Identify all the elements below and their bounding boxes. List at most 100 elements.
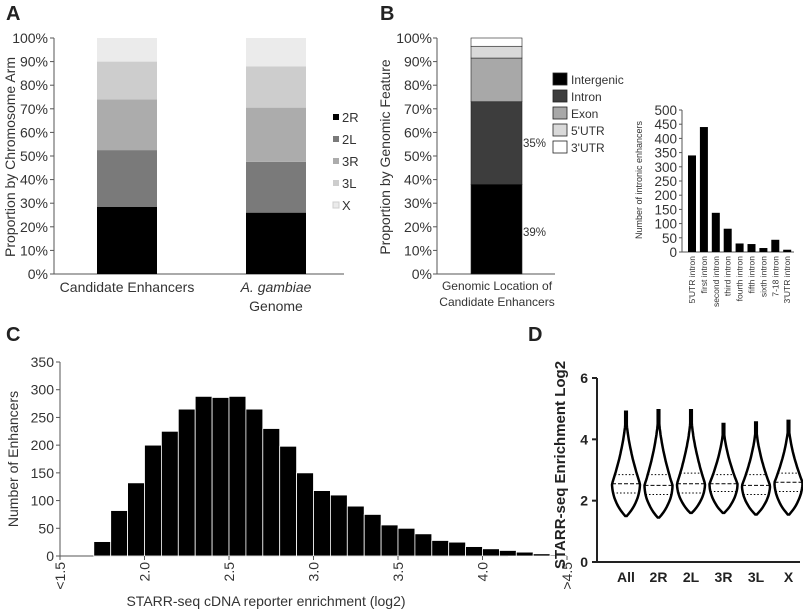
- inset-x-tick-label: 3'UTR intron: [782, 256, 792, 304]
- a-y-tick-label: 40%: [20, 172, 48, 188]
- c-y-tick-label: 300: [31, 382, 55, 398]
- b-bar-segment-intergenic: [470, 184, 523, 275]
- d-y-tick-label: 4: [580, 431, 588, 447]
- d-violin-all: [610, 410, 642, 518]
- b-legend-swatch-3utr: [552, 140, 568, 154]
- c-x-tick-label: 2.5: [221, 562, 237, 582]
- panel-c-x-label: STARR-seq cDNA reporter enrichment (log2…: [126, 593, 405, 609]
- a-legend-swatch-3l: [333, 180, 339, 186]
- b-y-tick-label: 60%: [404, 124, 432, 140]
- panel-a-y-label: Proportion by Chromosome Arm: [2, 57, 18, 257]
- a-legend-label-3r: 3R: [342, 154, 359, 169]
- b-y-tick-label: 20%: [404, 219, 432, 235]
- b-y-tick-label: 100%: [396, 30, 432, 46]
- panel-d-violins: [610, 408, 803, 519]
- b-y-tick-label: 0%: [412, 266, 432, 282]
- c-histogram-bar: [465, 546, 483, 557]
- c-histogram-bar: [160, 430, 179, 557]
- b-legend-label-3utr: 3'UTR: [571, 141, 605, 155]
- c-histogram-bar: [262, 428, 281, 557]
- c-y-tick-label: 350: [31, 354, 55, 370]
- d-x-tick-label: 3R: [715, 569, 733, 585]
- panel-a-y-ticks: 0% 10% 20% 30% 40% 50% 60% 70% 80% 90% 100%: [12, 30, 54, 282]
- c-histogram-bar: [498, 550, 517, 557]
- panel-b-y-ticks: 0% 10% 20% 30% 40% 50% 60% 70% 80% 90% 100%: [396, 30, 437, 282]
- c-histogram-bar: [93, 541, 112, 557]
- panel-d-y-label: STARR-seq Enrichment Log2: [552, 361, 569, 569]
- d-violin-3r: [708, 422, 739, 515]
- c-histogram-bar: [313, 490, 331, 557]
- c-x-tick-label: 3.0: [306, 562, 322, 582]
- a-bar-segment-x: [246, 38, 306, 67]
- d-x-tick-label: 2R: [650, 569, 668, 585]
- a-legend-label-x: X: [342, 198, 351, 213]
- panel-b: B Proportion by Genomic Feature 0% 10% 20%…: [377, 3, 794, 309]
- panel-d-y-ticks: 0 2 4 6: [580, 370, 597, 570]
- a-y-tick-label: 30%: [20, 195, 48, 211]
- c-y-tick-label: 100: [31, 493, 55, 509]
- panel-a-x-label-genome-species: A. gambiae: [240, 279, 312, 295]
- panel-c-x-ticks: <1.5 2.0 2.5 3.0 3.5 4.0 >4.5: [52, 556, 575, 590]
- a-bar-segment-2l: [97, 150, 157, 207]
- b-legend-label-5utr: 5'UTR: [571, 124, 605, 138]
- inset-y-tick-label: 100: [654, 217, 677, 232]
- panel-a: A Proportion by Chromosome Arm 0% 10% 20% 3…: [2, 3, 359, 314]
- panel-d: D STARR-seq Enrichment Log2 0 2 4 6 All 2R 2L…: [528, 324, 803, 585]
- b-bar-segment-3utr: [470, 37, 523, 47]
- inset-x-tick-label: first intron: [699, 256, 709, 294]
- inset-y-tick-label: 0: [669, 245, 677, 260]
- c-histogram-bar: [515, 551, 534, 557]
- c-x-tick-label: 3.5: [390, 562, 406, 582]
- b-legend-label-intron: Intron: [571, 90, 602, 104]
- inset-x-tick-label: sixth intron: [758, 256, 768, 297]
- inset-bar: [735, 243, 744, 252]
- inset-y-tick-label: 300: [654, 160, 677, 175]
- inset-bar: [783, 249, 792, 252]
- panel-a-x-label-genome: Genome: [249, 298, 303, 314]
- b-legend-swatch-exon: [552, 106, 568, 120]
- a-y-tick-label: 80%: [20, 77, 48, 93]
- d-x-tick-label: 3L: [748, 569, 765, 585]
- b-bar-segment-exon: [470, 57, 523, 103]
- d-y-tick-label: 2: [580, 493, 588, 509]
- a-legend-label-2r: 2R: [342, 110, 359, 125]
- a-y-tick-label: 0%: [28, 266, 48, 282]
- c-histogram-bar: [549, 554, 568, 557]
- d-x-tick-label: All: [617, 569, 635, 585]
- inset-bars: [688, 127, 792, 252]
- panel-a-x-label-candidate: Candidate Enhancers: [60, 279, 195, 295]
- d-violin-x: [773, 419, 803, 516]
- d-x-tick-label: X: [784, 569, 794, 585]
- c-x-tick-label: >4.5: [559, 562, 575, 590]
- c-histogram-bar: [448, 541, 467, 557]
- a-legend-swatch-x: [332, 201, 340, 209]
- panel-c-y-label: Number of Enhancers: [5, 391, 21, 527]
- d-violin-2r: [643, 408, 674, 519]
- c-y-tick-label: 50: [38, 520, 54, 536]
- c-y-tick-label: 250: [31, 409, 55, 425]
- b-y-tick-label: 40%: [404, 172, 432, 188]
- d-y-tick-label: 0: [580, 554, 588, 570]
- inset-y-tick-label: 400: [654, 131, 677, 146]
- panel-b-x-label-line2: Candidate Enhancers: [439, 295, 554, 309]
- b-y-tick-label: 10%: [404, 242, 432, 258]
- b-bar-segment-5utr: [470, 45, 523, 59]
- d-x-tick-label: 2L: [683, 569, 700, 585]
- inset-bar: [688, 155, 696, 252]
- b-y-tick-label: 80%: [404, 77, 432, 93]
- a-y-tick-label: 50%: [20, 148, 48, 164]
- inset-y-label: Number of intronic enhancers: [634, 120, 644, 239]
- a-bar-segment-3l: [246, 66, 306, 108]
- b-legend-swatch-intron: [552, 89, 568, 103]
- d-violin-2l: [675, 408, 707, 515]
- panel-a-legend: 2R 2L 3R 3L X: [332, 110, 359, 213]
- inset-x-tick-label: fourth intron: [735, 256, 745, 302]
- inset-y-tick-label: 250: [654, 174, 677, 189]
- inset-bar: [711, 212, 720, 252]
- a-legend-label-2l: 2L: [342, 132, 356, 147]
- panel-c-y-ticks: 0 50 100 150 200 250 300 350: [31, 354, 60, 564]
- b-legend-label-exon: Exon: [571, 107, 598, 121]
- panel-c-bars: [93, 395, 568, 557]
- c-histogram-bar: [144, 444, 162, 557]
- panel-b-x-label-line1: Genomic Location of: [442, 279, 553, 293]
